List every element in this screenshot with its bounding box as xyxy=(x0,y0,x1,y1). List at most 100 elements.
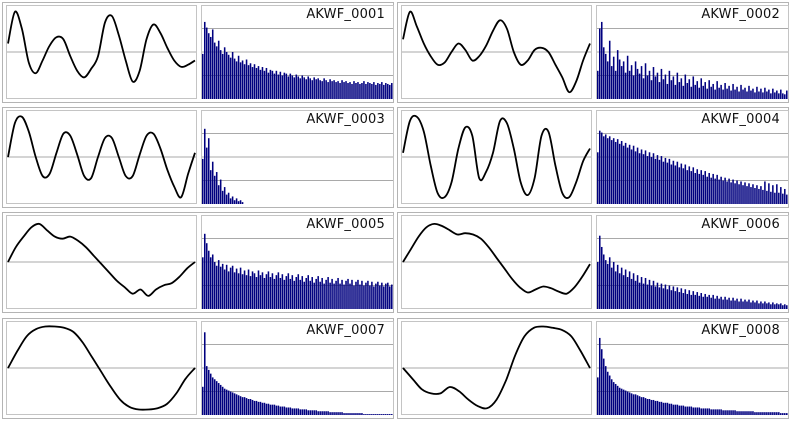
spectrum-bar xyxy=(692,291,695,309)
spectrum-bar xyxy=(750,187,752,204)
spectrum-bar xyxy=(267,403,270,415)
spectrum-bar xyxy=(253,273,256,309)
spectrum-bar xyxy=(754,412,756,415)
spectrum-bar xyxy=(235,61,238,99)
spectrum-bar xyxy=(670,403,673,415)
spectrum-bar xyxy=(684,289,687,309)
spectrum-bar xyxy=(383,286,385,309)
spectrum-bar xyxy=(774,412,776,415)
spectrum-bar xyxy=(668,403,671,415)
spectrum-bar xyxy=(752,184,754,204)
spectrum-bar xyxy=(710,177,712,204)
spectrum-bar xyxy=(383,84,385,99)
spectrum-plot xyxy=(201,233,394,309)
spectrum-bar xyxy=(670,290,673,309)
spectrum-bar xyxy=(351,413,353,415)
spectrum-bar xyxy=(786,194,788,204)
waveform-cell[interactable]: AKWF_0007 xyxy=(2,318,394,419)
spectrum-bar xyxy=(730,182,732,204)
spectrum-bar xyxy=(295,74,298,99)
spectrum-bar xyxy=(277,272,280,309)
spectrum-bar xyxy=(327,82,329,99)
spectrum-bar xyxy=(700,293,703,309)
spectrum-bar xyxy=(247,65,250,99)
waveform-cell[interactable]: AKWF_0008 xyxy=(397,318,789,419)
spectrum-bar xyxy=(754,302,756,309)
spectrum-bar xyxy=(620,388,623,415)
spectrum-bar xyxy=(702,408,704,415)
spectrum-bar xyxy=(686,406,689,415)
waveform-cell[interactable]: AKWF_0005 xyxy=(2,212,394,313)
spectrum-bar xyxy=(770,412,772,415)
spectrum-bar xyxy=(678,292,681,309)
spectrum-bar xyxy=(335,82,337,99)
spectrum-bar xyxy=(610,379,613,415)
spectrum-bar xyxy=(257,401,260,415)
spectrum-bar xyxy=(325,279,327,309)
spectrum-bar xyxy=(680,78,683,99)
spectrum-bar xyxy=(624,390,627,415)
spectrum-bar xyxy=(241,274,244,309)
spectrum-bar xyxy=(205,27,208,99)
spectrum-bar xyxy=(640,66,643,99)
spectrum-bar xyxy=(676,404,679,415)
spectrum-bar xyxy=(606,138,609,204)
spectrum-bar xyxy=(371,83,373,99)
spectrum-bar xyxy=(299,78,302,99)
spectrum-bar xyxy=(692,76,695,99)
spectrum-bar xyxy=(273,404,276,415)
waveform-cell[interactable]: AKWF_0003 xyxy=(2,107,394,208)
waveform-cell[interactable]: AKWF_0006 xyxy=(397,212,789,313)
spectrum-bar xyxy=(275,275,278,309)
spectrum-bar xyxy=(736,298,738,309)
waveform-cell[interactable]: AKWF_0002 xyxy=(397,2,789,103)
spectrum-bar xyxy=(337,277,339,309)
spectrum-plot xyxy=(596,337,789,415)
spectrum-bar xyxy=(634,394,637,415)
spectrum-bar xyxy=(654,400,657,415)
spectrum-bar xyxy=(263,402,266,415)
spectrum-bar xyxy=(646,156,649,204)
spectrum-bar xyxy=(215,265,218,309)
spectrum-bar xyxy=(668,285,671,309)
spectrum-plot xyxy=(201,21,394,99)
spectrum-bar xyxy=(736,180,738,204)
spectrum-bar xyxy=(387,83,389,99)
spectrum-bar xyxy=(221,190,224,204)
spectrum-bar xyxy=(279,71,282,99)
spectrum-bar xyxy=(760,186,762,204)
spectrum-bar xyxy=(674,291,677,309)
spectrum-bar xyxy=(614,141,617,204)
spectrum-bar xyxy=(614,70,617,99)
spectrum-bar xyxy=(688,79,691,99)
waveform-panel xyxy=(401,5,592,99)
spectrum-bar xyxy=(600,246,603,309)
spectrum-bar xyxy=(251,271,254,309)
spectrum-bar xyxy=(716,409,718,415)
spectrum-bar xyxy=(664,74,667,99)
spectrum-bar xyxy=(345,413,347,415)
spectrum-bar xyxy=(606,263,609,309)
spectrum-bar xyxy=(776,412,778,415)
spectrum-bar xyxy=(612,56,615,99)
waveform-cell[interactable]: AKWF_0001 xyxy=(2,2,394,103)
spectrum-bar xyxy=(750,90,752,99)
spectrum-bar xyxy=(387,414,389,415)
spectrum-bar xyxy=(323,78,325,99)
spectrum-bar xyxy=(313,282,315,309)
spectrum-bar xyxy=(602,136,605,204)
waveform-cell[interactable]: AKWF_0004 xyxy=(397,107,789,208)
spectrum-bar xyxy=(618,143,621,204)
spectrum-bar xyxy=(321,81,323,99)
spectrum-bar xyxy=(758,303,760,309)
spectrum-bar xyxy=(373,414,375,415)
spectrum-bar xyxy=(644,63,647,99)
waveform-line xyxy=(402,10,591,94)
spectrum-bar xyxy=(379,83,381,99)
spectrum-bar xyxy=(614,271,617,309)
spectrum-bar xyxy=(732,410,734,415)
spectrum-bar xyxy=(303,281,306,309)
spectrum-bar xyxy=(235,198,238,204)
spectrum-bar xyxy=(746,91,748,99)
spectrum-bar xyxy=(331,412,333,415)
